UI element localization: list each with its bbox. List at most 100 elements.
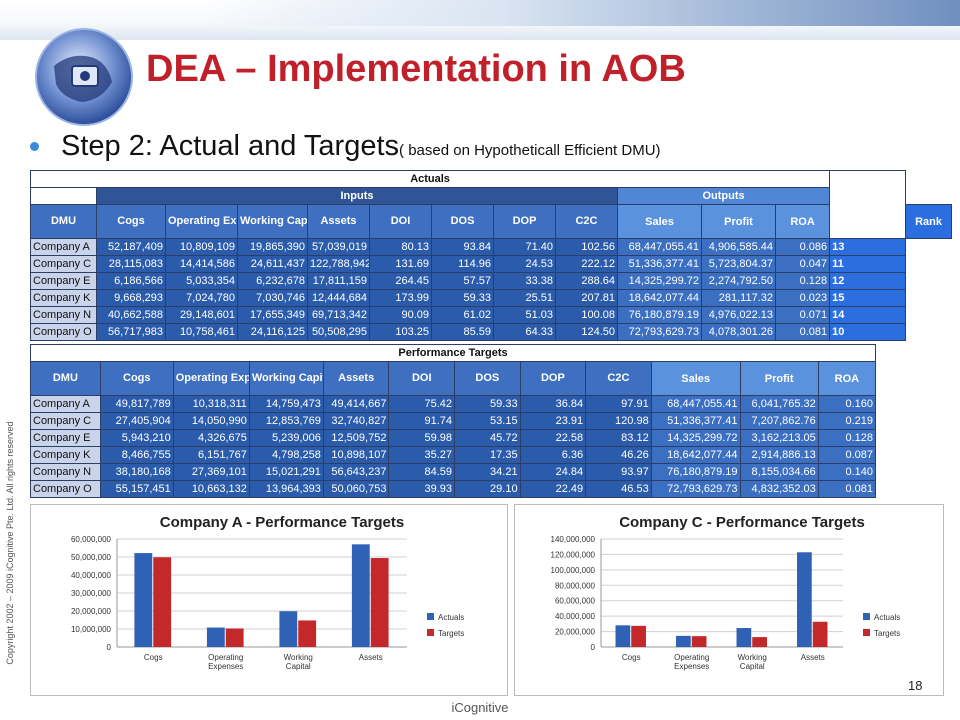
y-tick-label: 60,000,000 <box>71 535 112 544</box>
col-header-working-capital: Working Capital <box>248 361 324 396</box>
cell-dop: 64.33 <box>493 323 556 341</box>
cell-roa: 0.071 <box>774 306 831 324</box>
y-tick-label: 100,000,000 <box>551 566 596 575</box>
y-tick-label: 40,000,000 <box>71 571 112 580</box>
cell-dop: 51.03 <box>493 306 556 324</box>
bar-targets <box>752 637 767 647</box>
legend-swatch <box>863 613 870 620</box>
cell-dop: 25.51 <box>493 289 556 307</box>
cell-cogs: 9,668,293 <box>96 289 166 307</box>
cell-operating-expenses: 5,033,354 <box>165 272 238 290</box>
y-tick-label: 50,000,000 <box>71 553 112 562</box>
cell-cogs: 6,186,566 <box>96 272 166 290</box>
table-row: Company N 40,662,588 29,148,601 17,655,349 6… <box>30 306 952 324</box>
cell-roa: 0.128 <box>774 272 831 290</box>
cell-working-capital: 5,239,006 <box>248 429 324 447</box>
cell-c2c: 46.26 <box>585 446 652 464</box>
chart-title: Company A - Performance Targets <box>160 514 405 531</box>
col-header-doi: DOI <box>369 204 432 239</box>
cell-sales: 72,793,629.73 <box>617 323 702 341</box>
chart-company-c-frame: Company C - Performance Targets 140,000,0… <box>514 504 944 696</box>
cell-c2c: 83.12 <box>585 429 652 447</box>
cell-c2c: 93.97 <box>585 463 652 481</box>
dmu-cell: Company N <box>30 463 101 481</box>
slide-title: DEA – Implementation in AOB <box>146 48 686 90</box>
cell-dop: 36.84 <box>519 395 587 413</box>
dmu-blank-cell <box>30 187 97 205</box>
cell-roa: 0.160 <box>817 395 877 413</box>
cell-sales: 14,325,299.72 <box>617 272 702 290</box>
col-header-c2c: C2C <box>555 204 618 239</box>
cell-doi: 131.69 <box>369 255 432 273</box>
cell-profit: 4,906,585.44 <box>701 238 776 256</box>
legend-swatch <box>427 629 434 636</box>
cell-dop: 22.49 <box>519 480 587 498</box>
col-header-assets: Assets <box>322 361 390 396</box>
cell-c2c: 100.08 <box>555 306 618 324</box>
bar-targets <box>298 620 317 647</box>
dmu-cell: Company A <box>30 395 101 413</box>
legend-label: Actuals <box>874 613 900 622</box>
cell-cogs: 49,817,789 <box>99 395 174 413</box>
dmu-cell: Company A <box>30 238 97 256</box>
cell-assets: 49,414,667 <box>322 395 390 413</box>
chart-company-c: Company C - Performance Targets 140,000,0… <box>551 514 901 671</box>
cell-dos: 85.59 <box>431 323 494 341</box>
cell-working-capital: 17,655,349 <box>237 306 308 324</box>
cell-profit: 4,832,352.03 <box>739 480 819 498</box>
y-tick-label: 60,000,000 <box>555 597 596 606</box>
cell-operating-expenses: 4,326,675 <box>172 429 250 447</box>
dmu-cell: Company O <box>30 323 97 341</box>
bullet-main-text: Step 2: Actual and Targets <box>61 130 400 162</box>
cell-doi: 103.25 <box>369 323 432 341</box>
dmu-cell: Company E <box>30 272 97 290</box>
chart-company-a: Company A - Performance Targets 60,000,00… <box>71 514 464 671</box>
cell-working-capital: 14,759,473 <box>248 395 324 413</box>
cell-roa: 0.081 <box>774 323 831 341</box>
cell-c2c: 120.98 <box>585 412 652 430</box>
cell-sales: 76,180,879.19 <box>617 306 702 324</box>
cell-profit: 2,914,886.13 <box>739 446 819 464</box>
cell-dos: 59.33 <box>454 395 521 413</box>
col-header-dos: DOS <box>431 204 494 239</box>
col-header-roa: ROA <box>817 361 877 396</box>
cell-operating-expenses: 7,024,780 <box>165 289 238 307</box>
cell-assets: 10,898,107 <box>322 446 390 464</box>
cell-dop: 71.40 <box>493 238 556 256</box>
footer-brand: iCognitive <box>451 700 509 715</box>
cell-assets: 32,740,827 <box>322 412 390 430</box>
col-header-assets: Assets <box>307 204 370 239</box>
cell-rank: 15 <box>829 289 907 307</box>
cell-roa: 0.047 <box>774 255 831 273</box>
col-header-profit: Profit <box>739 361 819 396</box>
dmu-cell: Company K <box>30 289 97 307</box>
cell-profit: 4,976,022.13 <box>701 306 776 324</box>
cell-doi: 173.99 <box>369 289 432 307</box>
table-row: Company O 55,157,451 10,663,132 13,964,393 5… <box>30 480 877 498</box>
cell-c2c: 124.50 <box>555 323 618 341</box>
cell-profit: 6,041,765.32 <box>739 395 819 413</box>
cell-working-capital: 24,116,125 <box>237 323 308 341</box>
cell-dop: 23.91 <box>519 412 587 430</box>
cell-assets: 69,713,342 <box>307 306 370 324</box>
cell-working-capital: 13,964,393 <box>248 480 324 498</box>
cell-dos: 59.33 <box>431 289 494 307</box>
cell-dos: 29.10 <box>454 480 521 498</box>
cell-doi: 39.93 <box>388 480 456 498</box>
col-header-doi: DOI <box>388 361 456 396</box>
cell-assets: 12,509,752 <box>322 429 390 447</box>
cell-operating-expenses: 10,663,132 <box>172 480 250 498</box>
cell-cogs: 28,115,083 <box>96 255 166 273</box>
bullet-step2: Step 2: Actual and Targets( based on Hyp… <box>30 130 661 163</box>
col-header-dop: DOP <box>493 204 556 239</box>
col-header-operating-expenses: Operating Expenses <box>165 204 238 239</box>
table-row: Company N 38,180,168 27,369,101 15,021,291 5… <box>30 463 877 481</box>
cell-cogs: 5,943,210 <box>99 429 174 447</box>
globe-hands-logo-icon <box>35 28 133 126</box>
col-header-profit: Profit <box>701 204 776 239</box>
chart-company-a-frame: Company A - Performance Targets 60,000,00… <box>30 504 508 696</box>
cell-dop: 24.53 <box>493 255 556 273</box>
inputs-group-header: Inputs <box>96 187 618 205</box>
cell-profit: 8,155,034.66 <box>739 463 819 481</box>
cell-sales: 18,642,077.44 <box>617 289 702 307</box>
